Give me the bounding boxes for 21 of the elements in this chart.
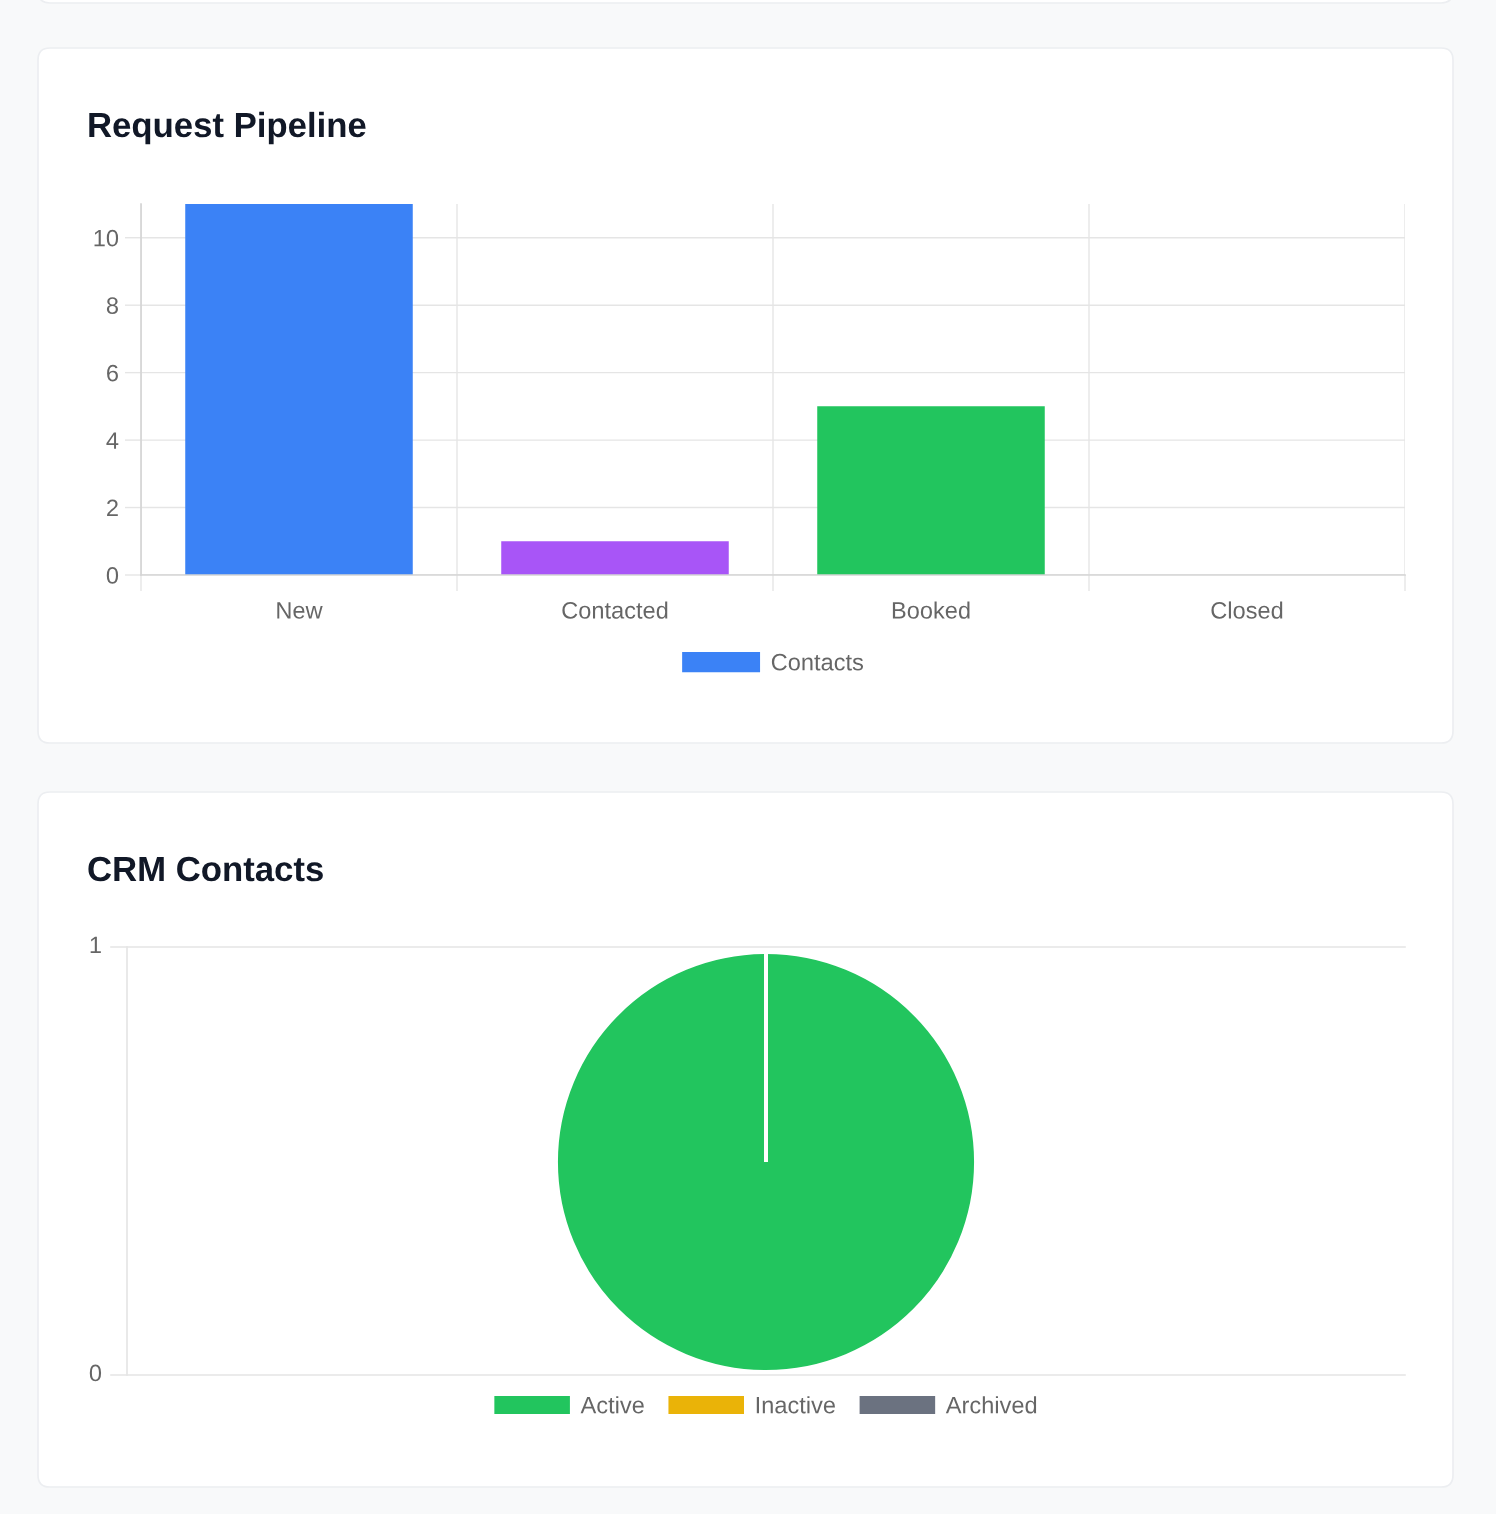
x-tick-label: Closed [1211,601,1283,619]
text: 0 [89,1364,102,1382]
text: 1 [90,936,101,954]
bar [501,541,729,575]
legend-label: Active [580,1396,644,1414]
y-tick-label: 2 [107,499,118,517]
legend-label: Contacts [771,653,864,671]
x-tick-label: Contacted [562,601,668,619]
bar [817,406,1045,575]
y-tick-label: 8 [106,297,118,314]
x-tick-label: Booked [892,601,970,619]
legend-label: Archived [945,1396,1037,1414]
y-tick-label: 0 [106,567,119,584]
bar [185,204,413,575]
legend-label: Inactive [756,1396,835,1414]
y-tick-label: 6 [107,364,118,382]
x-tick-label: New [277,602,323,619]
y-tick-label: 10 [94,229,119,247]
text: CRM Contacts [88,856,323,882]
y-tick-label: 4 [106,432,119,449]
chart-title: Request Pipeline [89,111,366,145]
